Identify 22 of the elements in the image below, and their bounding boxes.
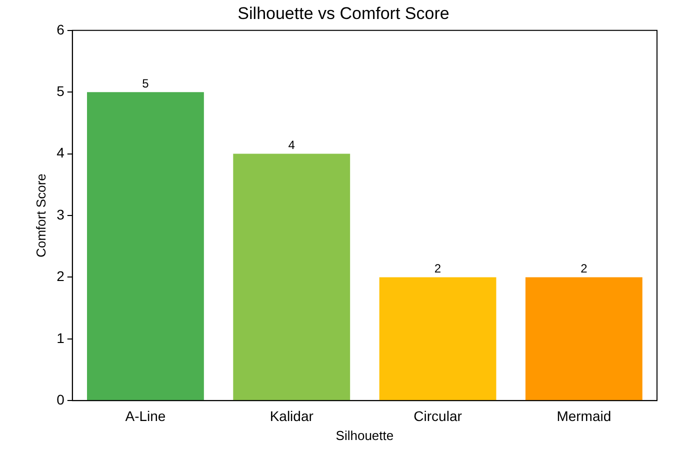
data-label: 2 <box>434 262 442 276</box>
chart-title: Silhouette vs Comfort Score <box>238 4 450 23</box>
y-tick-label: 5 <box>56 82 65 99</box>
y-tick-label: 3 <box>56 206 65 222</box>
bar <box>525 277 642 400</box>
bar <box>87 92 204 400</box>
x-tick-label: A-Line <box>125 408 166 424</box>
data-label: 5 <box>142 76 150 90</box>
y-tick-label: 6 <box>56 21 65 38</box>
y-tick-label: 1 <box>56 330 65 346</box>
y-axis-title: Comfort Score <box>33 174 48 258</box>
y-tick-label: 4 <box>56 144 65 161</box>
x-tick-label: Circular <box>414 408 462 424</box>
y-tick-label: 2 <box>56 268 65 284</box>
bar <box>233 154 350 400</box>
bar <box>379 277 496 400</box>
x-tick-label: Kalidar <box>270 408 314 424</box>
y-tick-label: 0 <box>56 391 65 408</box>
x-tick-label: Mermaid <box>556 408 612 424</box>
x-axis-title: Silhouette <box>336 428 394 443</box>
data-label: 4 <box>288 138 296 152</box>
data-label: 2 <box>580 262 588 276</box>
